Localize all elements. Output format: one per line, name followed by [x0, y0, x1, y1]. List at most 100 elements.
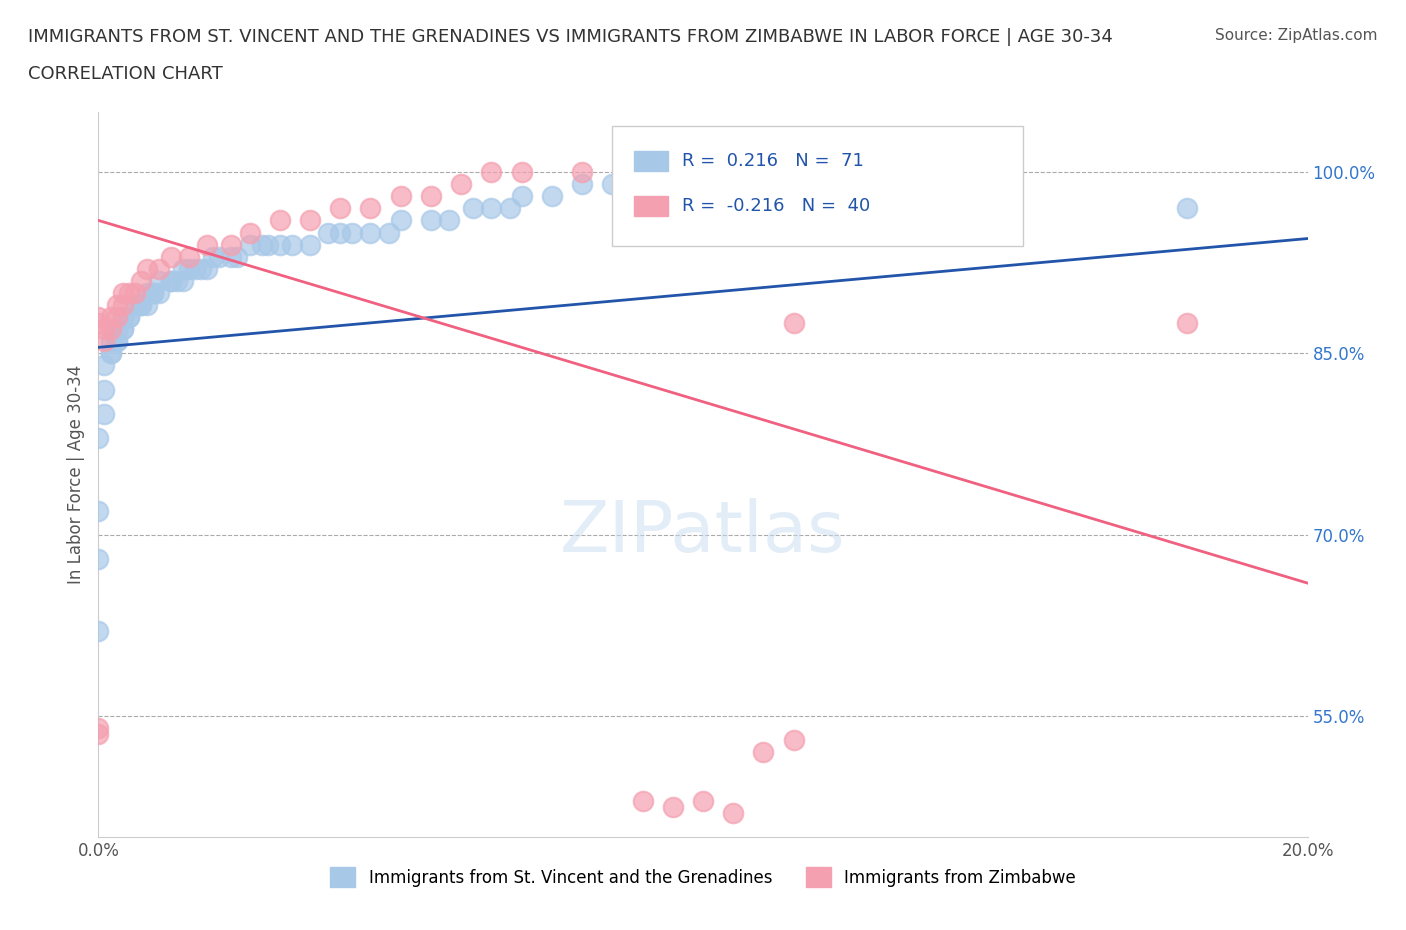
- Point: [450, 177, 472, 192]
- Point: [571, 177, 593, 192]
- Point: [269, 213, 291, 228]
- Point: [118, 310, 141, 325]
- Point: [329, 201, 352, 216]
- Point: [111, 286, 134, 300]
- Point: [87, 721, 110, 736]
- Point: [160, 249, 183, 264]
- Point: [93, 382, 115, 397]
- Point: [692, 165, 714, 179]
- Point: [135, 286, 157, 300]
- Point: [783, 733, 806, 748]
- Point: [195, 261, 218, 276]
- Point: [602, 177, 624, 192]
- Text: CORRELATION CHART: CORRELATION CHART: [28, 65, 224, 83]
- Point: [172, 261, 194, 276]
- Point: [420, 213, 443, 228]
- Point: [129, 298, 152, 312]
- Point: [87, 503, 110, 518]
- Point: [111, 298, 134, 312]
- Point: [87, 727, 110, 742]
- Point: [100, 346, 122, 361]
- Point: [299, 237, 322, 252]
- Text: R =  -0.216   N =  40: R = -0.216 N = 40: [682, 197, 870, 215]
- Point: [166, 273, 188, 288]
- FancyBboxPatch shape: [634, 195, 668, 216]
- Point: [179, 261, 201, 276]
- Point: [571, 165, 593, 179]
- Point: [1175, 201, 1198, 216]
- Text: ZIPatlas: ZIPatlas: [560, 498, 846, 566]
- Point: [723, 805, 745, 820]
- Point: [844, 165, 866, 179]
- Point: [221, 237, 243, 252]
- Point: [135, 261, 157, 276]
- Legend: Immigrants from St. Vincent and the Grenadines, Immigrants from Zimbabwe: Immigrants from St. Vincent and the Gren…: [323, 860, 1083, 894]
- Point: [510, 189, 533, 204]
- Point: [105, 334, 128, 349]
- Text: R =  0.216   N =  71: R = 0.216 N = 71: [682, 152, 865, 170]
- Point: [148, 273, 170, 288]
- Point: [202, 249, 225, 264]
- Point: [631, 793, 654, 808]
- Point: [87, 551, 110, 566]
- Point: [281, 237, 304, 252]
- Point: [783, 316, 806, 331]
- Point: [498, 201, 520, 216]
- Point: [100, 322, 122, 337]
- Point: [160, 273, 183, 288]
- Point: [360, 201, 382, 216]
- Point: [111, 322, 134, 337]
- Point: [299, 213, 322, 228]
- Point: [208, 249, 231, 264]
- Point: [329, 225, 352, 240]
- Point: [100, 310, 122, 325]
- FancyBboxPatch shape: [613, 126, 1024, 246]
- Point: [105, 334, 128, 349]
- Point: [360, 225, 382, 240]
- Point: [510, 165, 533, 179]
- Point: [661, 165, 683, 179]
- Point: [129, 298, 152, 312]
- Point: [250, 237, 273, 252]
- Point: [873, 165, 896, 179]
- Point: [377, 225, 399, 240]
- Point: [481, 201, 503, 216]
- Point: [111, 322, 134, 337]
- Point: [239, 225, 262, 240]
- Point: [142, 286, 165, 300]
- Point: [93, 406, 115, 421]
- Point: [540, 189, 562, 204]
- Point: [111, 310, 134, 325]
- Point: [124, 298, 146, 312]
- Point: [172, 273, 194, 288]
- Point: [239, 237, 262, 252]
- Point: [142, 286, 165, 300]
- Point: [631, 165, 654, 179]
- Point: [100, 346, 122, 361]
- Point: [160, 273, 183, 288]
- Point: [420, 189, 443, 204]
- Point: [148, 286, 170, 300]
- FancyBboxPatch shape: [634, 151, 668, 171]
- Point: [129, 273, 152, 288]
- Point: [148, 261, 170, 276]
- Text: Source: ZipAtlas.com: Source: ZipAtlas.com: [1215, 28, 1378, 43]
- Point: [481, 165, 503, 179]
- Text: IMMIGRANTS FROM ST. VINCENT AND THE GRENADINES VS IMMIGRANTS FROM ZIMBABWE IN LA: IMMIGRANTS FROM ST. VINCENT AND THE GREN…: [28, 28, 1114, 46]
- Point: [87, 624, 110, 639]
- Point: [190, 261, 212, 276]
- Point: [783, 165, 806, 179]
- Point: [87, 316, 110, 331]
- Point: [226, 249, 249, 264]
- Point: [105, 310, 128, 325]
- Point: [135, 298, 157, 312]
- Point: [221, 249, 243, 264]
- Point: [100, 334, 122, 349]
- Y-axis label: In Labor Force | Age 30-34: In Labor Force | Age 30-34: [66, 365, 84, 584]
- Point: [316, 225, 339, 240]
- Point: [87, 431, 110, 445]
- Point: [179, 249, 201, 264]
- Point: [752, 745, 775, 760]
- Point: [389, 213, 412, 228]
- Point: [389, 189, 412, 204]
